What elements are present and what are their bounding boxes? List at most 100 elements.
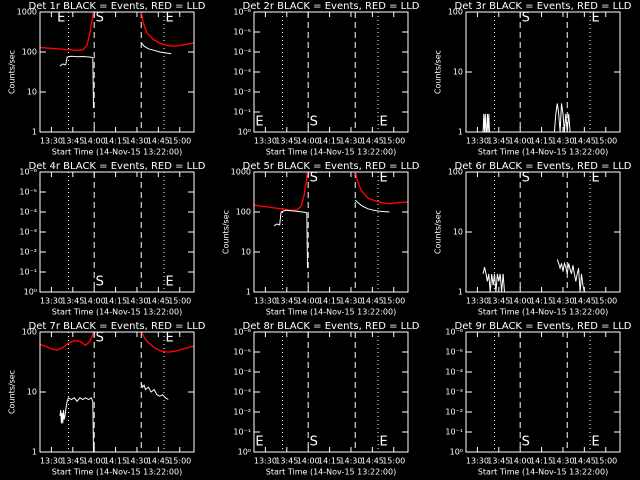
- data-line: [40, 12, 194, 52]
- y-tick-label: 10⁻⁴: [233, 48, 251, 57]
- x-tick-label: 13:45: [61, 137, 84, 146]
- x-tick-label: 15:00: [168, 137, 191, 146]
- x-tick-label: 15:00: [168, 297, 191, 306]
- x-tick-label: 14:15: [104, 457, 127, 466]
- y-axis-label: Counts/sec: [8, 370, 17, 414]
- y-tick-label: 10: [453, 228, 463, 237]
- x-tick-label: 13:30: [254, 297, 277, 306]
- plot-frame: [465, 171, 621, 293]
- x-tick-label: 14:15: [318, 457, 341, 466]
- x-tick-label: 13:45: [487, 457, 510, 466]
- x-tick-label: 14:30: [339, 457, 362, 466]
- annotation: S: [522, 171, 530, 186]
- panel-title: Det 9r BLACK = Events, RED = LLD: [455, 321, 632, 332]
- x-tick-label: 14:15: [104, 137, 127, 146]
- y-tick-label: 10⁻²: [19, 248, 37, 257]
- y-tick-label: 1: [458, 128, 463, 137]
- x-tick-label: 14:45: [361, 457, 384, 466]
- x-tick-label: 14:45: [573, 137, 596, 146]
- x-tick-label: 14:30: [551, 137, 574, 146]
- annotation: E: [165, 331, 173, 346]
- plot-frame: [253, 331, 409, 453]
- annotation: E: [165, 11, 173, 26]
- y-tick-label: 10⁰: [238, 128, 251, 137]
- x-tick-label: 13:30: [466, 137, 489, 146]
- x-tick-label: 14:45: [573, 297, 596, 306]
- plot-frame: [465, 331, 621, 453]
- y-tick-label: 10⁻³: [445, 388, 463, 397]
- x-tick-label: 14:00: [297, 137, 320, 146]
- annotation: S: [96, 11, 104, 26]
- y-axis-label: Counts/sec: [8, 50, 17, 94]
- y-tick-label: 10⁻³: [233, 68, 251, 77]
- x-tick-label: 14:00: [83, 457, 106, 466]
- x-axis-label: Start Time (14-Nov-15 13:22:00): [478, 308, 608, 317]
- plot-frame: [39, 11, 195, 133]
- data-line: [59, 42, 172, 108]
- x-tick-label: 13:30: [40, 297, 63, 306]
- x-tick-label: 13:30: [40, 457, 63, 466]
- x-tick-label: 14:30: [551, 457, 574, 466]
- x-tick-label: 13:30: [466, 457, 489, 466]
- panel-title: Det 3r BLACK = Events, RED = LLD: [455, 1, 632, 12]
- x-tick-label: 14:45: [573, 457, 596, 466]
- y-tick-label: 10: [453, 68, 463, 77]
- x-tick-label: 15:00: [594, 297, 617, 306]
- data-line: [254, 172, 408, 212]
- x-tick-label: 14:00: [509, 297, 532, 306]
- x-tick-label: 15:00: [168, 457, 191, 466]
- x-tick-label: 15:00: [382, 297, 405, 306]
- x-axis-label: Start Time (14-Nov-15 13:22:00): [52, 308, 182, 317]
- y-tick-label: 100: [448, 168, 463, 177]
- data-line: [59, 383, 169, 452]
- x-tick-label: 13:45: [487, 297, 510, 306]
- x-axis-label: Start Time (14-Nov-15 13:22:00): [52, 148, 182, 157]
- y-tick-label: 10⁻¹: [233, 108, 251, 117]
- y-tick-label: 1: [458, 288, 463, 297]
- data-line: [40, 332, 194, 353]
- x-tick-label: 14:15: [104, 297, 127, 306]
- x-axis-label: Start Time (14-Nov-15 13:22:00): [478, 468, 608, 477]
- y-tick-label: 10⁻⁶: [19, 168, 37, 177]
- x-tick-label: 14:00: [509, 457, 532, 466]
- x-tick-label: 14:00: [83, 137, 106, 146]
- x-axis-label: Start Time (14-Nov-15 13:22:00): [266, 308, 396, 317]
- y-tick-label: 10⁻⁶: [233, 8, 251, 17]
- y-axis-label: Counts/sec: [222, 210, 231, 254]
- x-tick-label: 14:45: [147, 457, 170, 466]
- x-tick-label: 13:45: [61, 457, 84, 466]
- panel-title: Det 7r BLACK = Events, RED = LLD: [29, 321, 206, 332]
- x-axis-label: Start Time (14-Nov-15 13:22:00): [266, 468, 396, 477]
- y-tick-label: 1: [246, 288, 251, 297]
- annotation: E: [379, 115, 387, 130]
- x-tick-label: 13:30: [254, 137, 277, 146]
- x-tick-label: 14:30: [125, 457, 148, 466]
- y-tick-label: 10⁻³: [19, 228, 37, 237]
- x-axis-label: Start Time (14-Nov-15 13:22:00): [478, 148, 608, 157]
- x-tick-label: 14:15: [318, 137, 341, 146]
- annotation: S: [96, 275, 104, 290]
- x-tick-label: 14:15: [530, 457, 553, 466]
- annotation: E: [591, 11, 599, 26]
- panel-title: Det 2r BLACK = Events, RED = LLD: [243, 1, 420, 12]
- y-tick-label: 10⁻⁶: [233, 328, 251, 337]
- annotation: E: [591, 435, 599, 450]
- annotation: E: [255, 115, 263, 130]
- x-tick-label: 14:45: [147, 137, 170, 146]
- x-tick-label: 13:45: [61, 297, 84, 306]
- y-tick-label: 10⁻²: [233, 88, 251, 97]
- annotation: S: [310, 115, 318, 130]
- annotation: E: [591, 171, 599, 186]
- y-tick-label: 10⁻²: [233, 408, 251, 417]
- panel-title: Det 6r BLACK = Events, RED = LLD: [455, 161, 632, 172]
- y-axis-label: Counts/sec: [434, 210, 443, 254]
- annotation: E: [379, 171, 387, 186]
- y-tick-label: 100: [22, 48, 37, 57]
- panel-title: Det 4r BLACK = Events, RED = LLD: [29, 161, 206, 172]
- y-tick-label: 10⁻²: [445, 408, 463, 417]
- x-tick-label: 13:45: [275, 297, 298, 306]
- x-tick-label: 15:00: [382, 457, 405, 466]
- y-tick-label: 10⁻³: [233, 388, 251, 397]
- x-tick-label: 13:30: [254, 457, 277, 466]
